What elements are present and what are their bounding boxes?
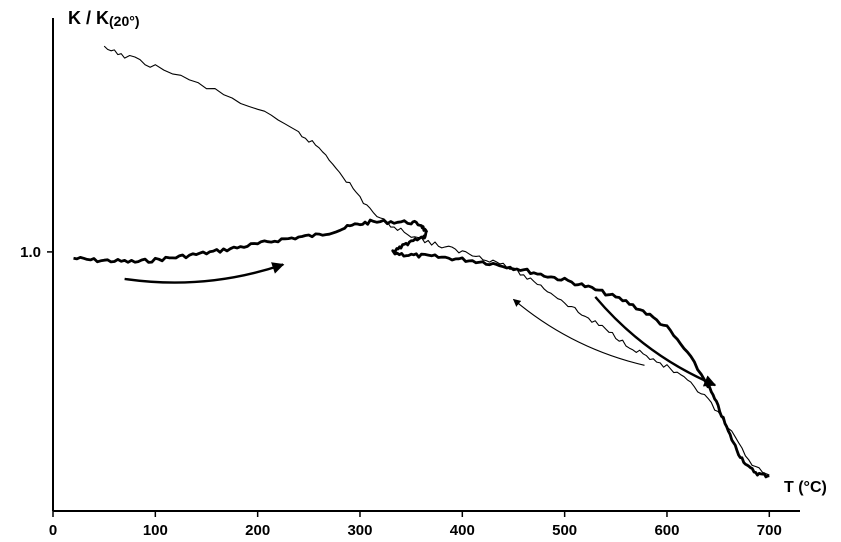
x-tick-label: 200 (245, 522, 270, 539)
series-thin-curve (103, 45, 770, 476)
direction-arrow (512, 298, 645, 366)
y-tick-label: 1.0 (20, 244, 41, 261)
axes (47, 18, 800, 517)
x-tick-label: 0 (49, 522, 57, 539)
x-axis-label: T (°C) (784, 479, 827, 496)
x-tick-label: 500 (552, 522, 577, 539)
direction-arrow (594, 296, 717, 387)
annotation-layer (124, 262, 717, 387)
x-tick-label: 400 (450, 522, 475, 539)
direction-arrow (124, 262, 285, 284)
series-thick-curve (73, 218, 770, 479)
x-tick-label: 700 (757, 522, 782, 539)
tick-labels: 0 100 200 300 400 500 600 700 1.0 (20, 244, 782, 539)
series-layer (73, 45, 770, 479)
x-tick-label: 100 (143, 522, 168, 539)
x-tick-label: 600 (654, 522, 679, 539)
x-tick-label: 300 (347, 522, 372, 539)
y-axis-label: K / K(20°) (68, 8, 140, 29)
